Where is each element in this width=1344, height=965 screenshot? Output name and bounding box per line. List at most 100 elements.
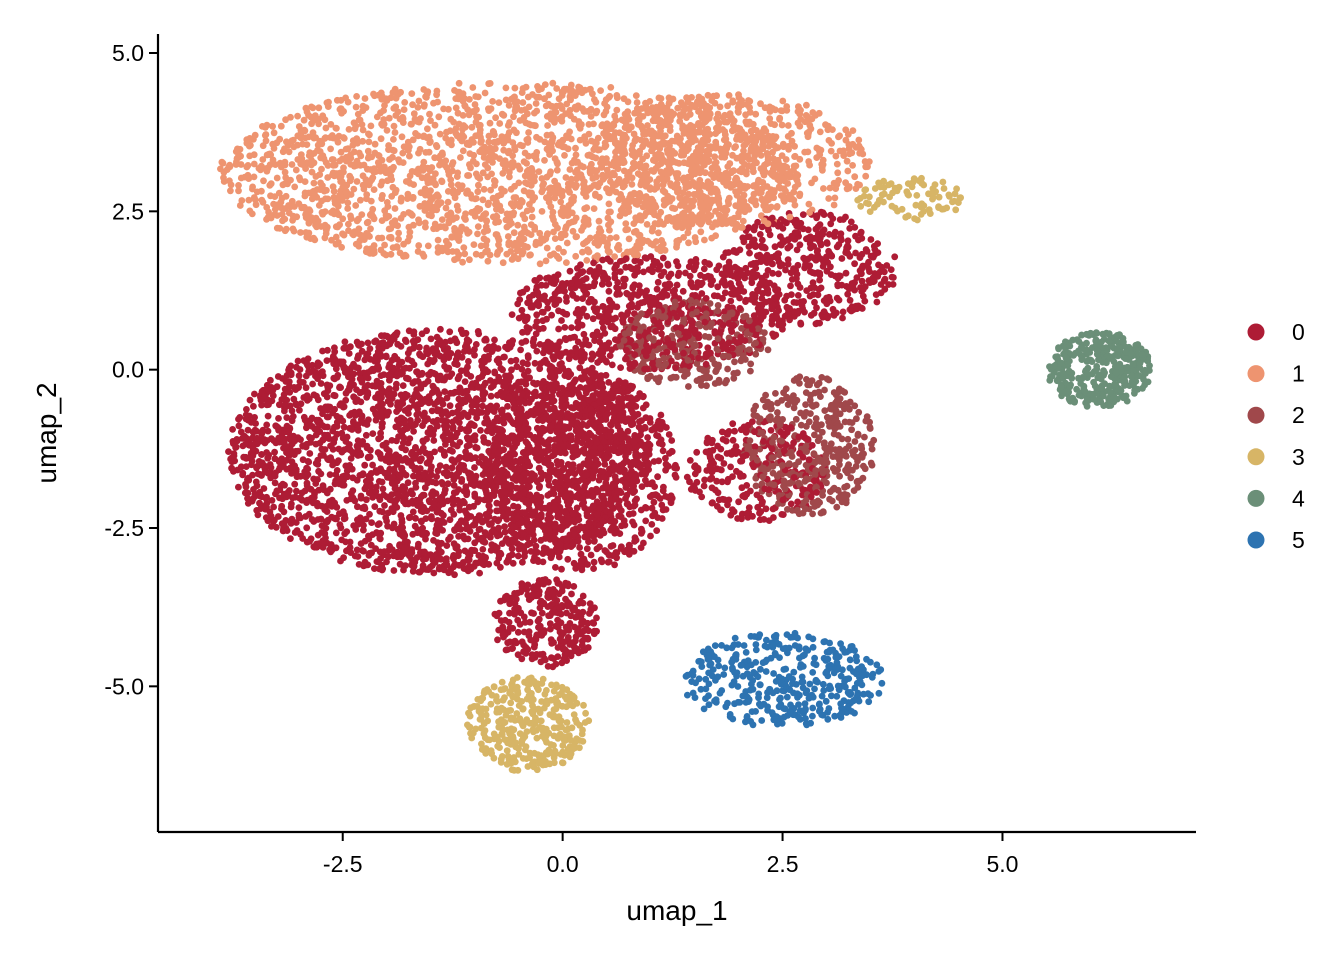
scatter-point-cluster-5 bbox=[720, 671, 728, 678]
scatter-point-cluster-1 bbox=[390, 122, 398, 130]
scatter-point-cluster-0 bbox=[647, 253, 655, 260]
scatter-point-cluster-1 bbox=[390, 136, 397, 143]
scatter-point-cluster-1 bbox=[632, 92, 640, 99]
scatter-point-cluster-1 bbox=[500, 111, 508, 119]
scatter-point-cluster-1 bbox=[740, 147, 747, 155]
scatter-point-cluster-1 bbox=[542, 257, 550, 265]
scatter-point-cluster-0 bbox=[325, 435, 333, 442]
scatter-point-cluster-3 bbox=[534, 751, 542, 758]
scatter-point-cluster-0 bbox=[552, 564, 559, 571]
scatter-point-cluster-1 bbox=[387, 250, 395, 258]
scatter-point-cluster-0 bbox=[309, 380, 316, 388]
scatter-point-cluster-1 bbox=[375, 234, 382, 242]
scatter-point-cluster-1 bbox=[524, 110, 531, 118]
scatter-point-cluster-0 bbox=[354, 553, 362, 560]
scatter-point-cluster-1 bbox=[752, 110, 760, 118]
scatter-point-cluster-0 bbox=[246, 396, 254, 404]
scatter-point-cluster-5 bbox=[837, 672, 845, 680]
scatter-point-cluster-1 bbox=[445, 105, 452, 113]
scatter-point-cluster-1 bbox=[261, 132, 269, 139]
scatter-point-cluster-2 bbox=[752, 350, 760, 358]
scatter-point-cluster-0 bbox=[729, 473, 736, 480]
scatter-point-cluster-0 bbox=[303, 359, 310, 367]
scatter-point-cluster-1 bbox=[424, 125, 431, 133]
scatter-point-cluster-5 bbox=[810, 660, 818, 667]
scatter-point-cluster-1 bbox=[391, 129, 399, 136]
scatter-point-cluster-0 bbox=[686, 457, 694, 464]
scatter-point-cluster-0 bbox=[487, 392, 495, 400]
scatter-point-cluster-3 bbox=[514, 766, 522, 774]
scatter-point-cluster-1 bbox=[308, 168, 316, 176]
scatter-point-cluster-1 bbox=[310, 134, 318, 142]
scatter-point-cluster-1 bbox=[593, 139, 600, 147]
scatter-point-cluster-5 bbox=[865, 698, 873, 706]
scatter-point-cluster-0 bbox=[508, 311, 516, 318]
scatter-point-cluster-2 bbox=[714, 302, 722, 309]
scatter-point-cluster-1 bbox=[499, 259, 507, 267]
scatter-point-cluster-0 bbox=[235, 422, 243, 430]
scatter-point-cluster-0 bbox=[794, 261, 802, 269]
scatter-point-cluster-0 bbox=[624, 427, 632, 435]
scatter-point-cluster-3 bbox=[480, 719, 488, 727]
scatter-point-cluster-5 bbox=[809, 643, 817, 651]
scatter-point-cluster-0 bbox=[588, 355, 595, 363]
scatter-point-cluster-1 bbox=[542, 102, 550, 110]
scatter-point-cluster-0 bbox=[607, 542, 615, 550]
scatter-point-cluster-1 bbox=[688, 94, 695, 101]
scatter-point-cluster-0 bbox=[889, 281, 897, 288]
scatter-point-cluster-5 bbox=[758, 717, 766, 724]
scatter-point-cluster-1 bbox=[518, 89, 526, 96]
scatter-point-cluster-1 bbox=[466, 256, 473, 264]
scatter-point-cluster-0 bbox=[447, 533, 454, 541]
scatter-point-cluster-5 bbox=[702, 675, 710, 683]
scatter-point-cluster-1 bbox=[544, 122, 551, 129]
scatter-point-cluster-1 bbox=[828, 140, 835, 147]
scatter-point-cluster-2 bbox=[848, 426, 855, 434]
scatter-point-cluster-0 bbox=[314, 516, 322, 523]
scatter-point-cluster-1 bbox=[361, 95, 369, 102]
scatter-point-cluster-3 bbox=[935, 193, 943, 201]
scatter-point-cluster-1 bbox=[446, 127, 454, 135]
scatter-point-cluster-0 bbox=[379, 485, 387, 493]
scatter-point-cluster-0 bbox=[576, 544, 583, 551]
scatter-point-cluster-1 bbox=[310, 179, 318, 187]
scatter-point-cluster-1 bbox=[565, 187, 572, 194]
scatter-point-cluster-2 bbox=[790, 377, 798, 384]
scatter-point-cluster-0 bbox=[793, 246, 801, 254]
scatter-point-cluster-1 bbox=[579, 248, 586, 256]
scatter-point-cluster-0 bbox=[393, 380, 400, 388]
scatter-point-cluster-0 bbox=[369, 461, 376, 469]
scatter-point-cluster-1 bbox=[572, 252, 580, 260]
scatter-point-cluster-5 bbox=[809, 704, 817, 712]
scatter-point-cluster-5 bbox=[711, 642, 719, 649]
scatter-point-cluster-0 bbox=[477, 427, 484, 434]
scatter-point-cluster-0 bbox=[762, 505, 770, 513]
scatter-point-cluster-2 bbox=[747, 360, 755, 368]
scatter-point-cluster-0 bbox=[566, 267, 574, 275]
scatter-point-cluster-0 bbox=[823, 240, 831, 247]
scatter-point-cluster-0 bbox=[859, 292, 867, 300]
scatter-point-cluster-0 bbox=[634, 304, 641, 311]
scatter-point-cluster-1 bbox=[322, 124, 330, 132]
scatter-point-cluster-1 bbox=[639, 143, 646, 151]
scatter-point-cluster-0 bbox=[569, 290, 576, 298]
scatter-point-cluster-5 bbox=[716, 689, 724, 697]
scatter-point-cluster-1 bbox=[357, 196, 364, 204]
scatter-point-cluster-1 bbox=[294, 112, 301, 120]
scatter-point-cluster-0 bbox=[796, 241, 804, 249]
scatter-point-cluster-0 bbox=[448, 464, 456, 472]
scatter-point-cluster-5 bbox=[846, 656, 854, 664]
scatter-point-cluster-1 bbox=[502, 84, 510, 92]
scatter-point-cluster-0 bbox=[606, 257, 614, 265]
scatter-point-cluster-5 bbox=[723, 644, 731, 652]
scatter-point-cluster-1 bbox=[676, 194, 684, 202]
scatter-point-cluster-1 bbox=[701, 236, 708, 244]
scatter-point-cluster-1 bbox=[424, 242, 432, 250]
scatter-point-cluster-2 bbox=[851, 438, 859, 445]
scatter-point-cluster-5 bbox=[824, 715, 832, 723]
scatter-point-cluster-0 bbox=[518, 365, 526, 373]
scatter-point-cluster-0 bbox=[576, 364, 584, 372]
scatter-point-cluster-0 bbox=[497, 563, 504, 571]
scatter-point-cluster-1 bbox=[553, 85, 561, 92]
